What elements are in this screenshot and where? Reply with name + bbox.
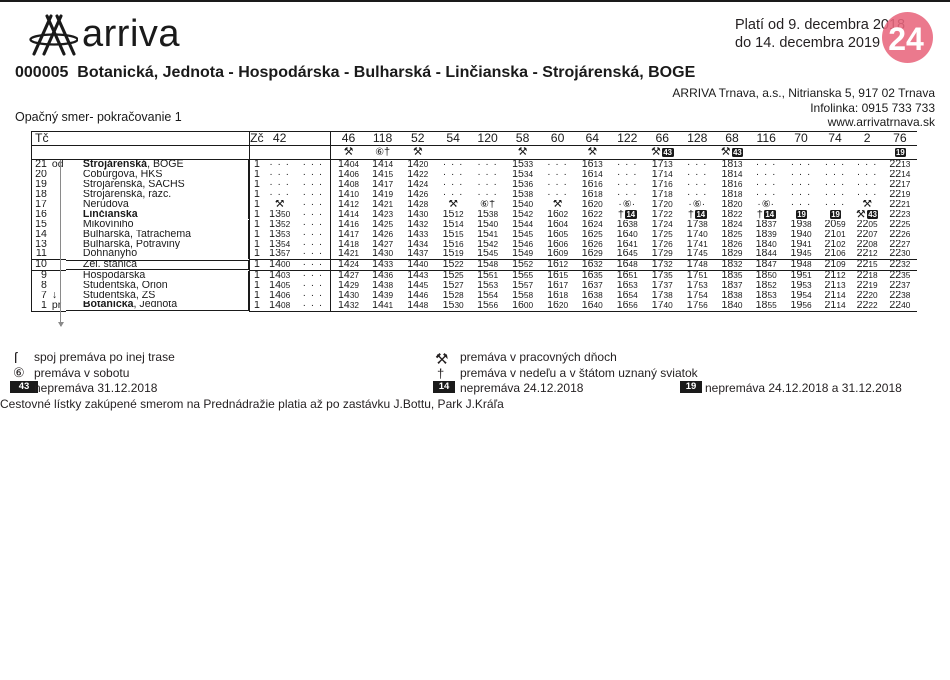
svg-text:24: 24 bbox=[888, 21, 924, 57]
